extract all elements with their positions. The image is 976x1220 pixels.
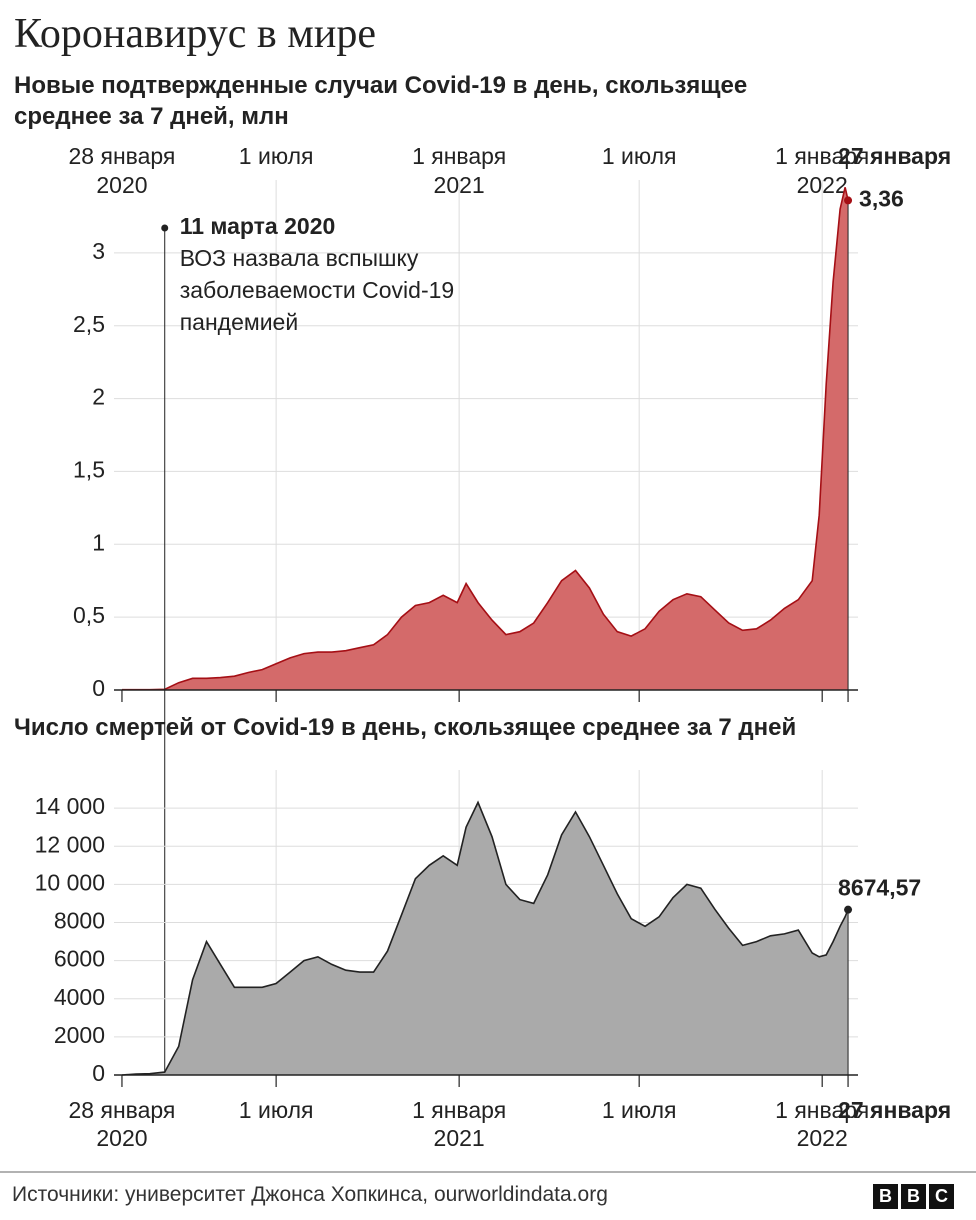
- x-tick-label: 1 января: [412, 143, 506, 169]
- chart-title: Новые подтвержденные случаи Covid-19 в д…: [14, 72, 748, 130]
- y-tick-label: 12 000: [35, 831, 105, 857]
- x-tick-label: 1 июля: [602, 1097, 677, 1123]
- y-tick-label: 2: [92, 384, 105, 410]
- source: Источники: университет Джонса Хопкинса, …: [12, 1183, 608, 1206]
- annotation-dot: [161, 224, 169, 232]
- y-tick-label: 1: [92, 529, 105, 555]
- x-tick-label: 1 января: [775, 143, 869, 169]
- x-tick-label: 28 января: [69, 1097, 176, 1123]
- annotation-title: 11 марта 2020: [180, 213, 336, 239]
- x-tick-label: 27 января: [838, 143, 951, 169]
- page-title: Коронавирус в мире: [14, 11, 376, 57]
- y-tick-label: 1,5: [73, 457, 105, 483]
- x-tick-label: 27 января: [838, 1097, 951, 1123]
- y-tick-label: 4000: [54, 984, 105, 1010]
- annotation-text: пандемией: [180, 309, 298, 335]
- y-tick-label: 8000: [54, 908, 105, 934]
- x-tick-label: 1 января: [412, 1097, 506, 1123]
- logo-letter: B: [873, 1184, 898, 1209]
- end-point: [844, 196, 853, 205]
- chart-title: Число смертей от Covid-19 в день, скольз…: [14, 714, 797, 741]
- x-tick-label: 2022: [797, 1125, 848, 1151]
- annotation-text: ВОЗ назвала вспышку: [180, 245, 419, 271]
- x-tick-label: 1 июля: [602, 143, 677, 169]
- x-tick-label: 1 января: [775, 1097, 869, 1123]
- x-tick-label: 2021: [434, 172, 485, 198]
- x-tick-label: 1 июля: [239, 143, 314, 169]
- y-tick-label: 0: [92, 675, 105, 701]
- logo-letter: B: [901, 1184, 926, 1209]
- annotation-text: заболеваемости Covid-19: [180, 277, 454, 303]
- y-tick-label: 2,5: [73, 311, 105, 337]
- value-label: 3,36: [859, 185, 904, 211]
- y-tick-label: 3: [92, 238, 105, 264]
- x-tick-label: 28 января: [69, 143, 176, 169]
- logo-letter: C: [929, 1184, 954, 1209]
- area: [121, 187, 849, 691]
- y-tick-label: 0,5: [73, 602, 105, 628]
- line: [121, 800, 849, 1076]
- y-tick-label: 14 000: [35, 793, 105, 819]
- x-tick-label: 2020: [96, 172, 147, 198]
- line: [122, 187, 849, 691]
- x-tick-label: 2020: [96, 1125, 147, 1151]
- end-point: [844, 905, 853, 914]
- y-tick-label: 10 000: [35, 869, 105, 895]
- x-tick-label: 2022: [797, 172, 848, 198]
- area: [121, 802, 849, 1075]
- y-tick-label: 0: [92, 1060, 105, 1086]
- y-tick-label: 2000: [54, 1022, 105, 1048]
- y-tick-label: 6000: [54, 946, 105, 972]
- logo: B B C: [873, 1184, 954, 1209]
- x-tick-label: 2021: [434, 1125, 485, 1151]
- value-label: 8674,57: [838, 875, 921, 901]
- x-tick-label: 1 июля: [239, 1097, 314, 1123]
